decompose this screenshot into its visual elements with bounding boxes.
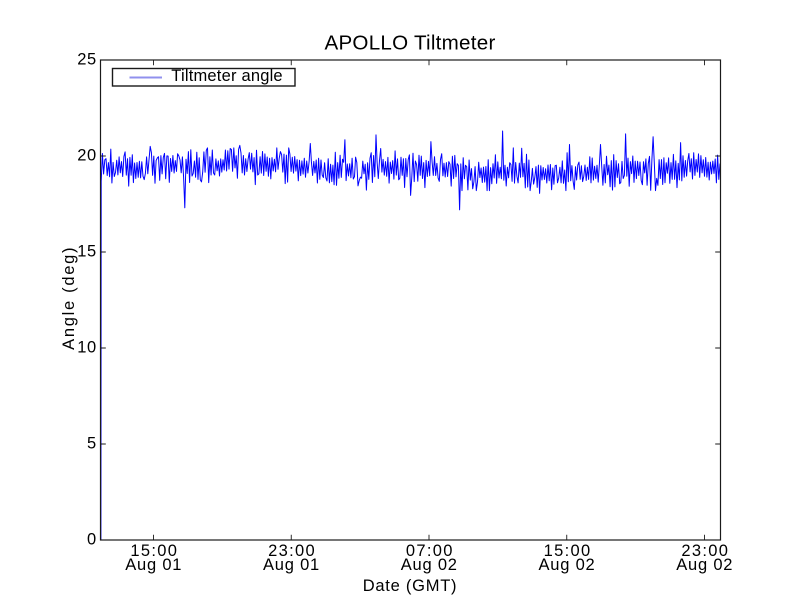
svg-text:Aug 02: Aug 02 <box>401 556 458 574</box>
svg-text:07:00: 07:00 <box>406 542 454 560</box>
svg-text:25: 25 <box>77 51 97 69</box>
svg-text:10: 10 <box>77 339 97 357</box>
svg-text:Aug 02: Aug 02 <box>676 556 733 574</box>
svg-text:Angle (deg): Angle (deg) <box>60 246 78 350</box>
svg-text:20: 20 <box>77 147 97 165</box>
svg-text:Aug 01: Aug 01 <box>263 556 320 574</box>
svg-text:Date (GMT): Date (GMT) <box>363 577 458 595</box>
svg-text:0: 0 <box>87 531 97 549</box>
svg-text:23:00: 23:00 <box>268 542 316 560</box>
svg-text:Aug 02: Aug 02 <box>538 556 595 574</box>
svg-text:Aug 01: Aug 01 <box>125 556 182 574</box>
svg-text:15:00: 15:00 <box>130 542 178 560</box>
svg-text:5: 5 <box>87 435 97 453</box>
svg-text:23:00: 23:00 <box>681 542 729 560</box>
svg-text:APOLLO Tiltmeter: APOLLO Tiltmeter <box>324 32 495 55</box>
svg-text:Tiltmeter angle: Tiltmeter angle <box>171 67 283 85</box>
svg-text:15:00: 15:00 <box>544 542 592 560</box>
svg-text:15: 15 <box>77 243 97 261</box>
